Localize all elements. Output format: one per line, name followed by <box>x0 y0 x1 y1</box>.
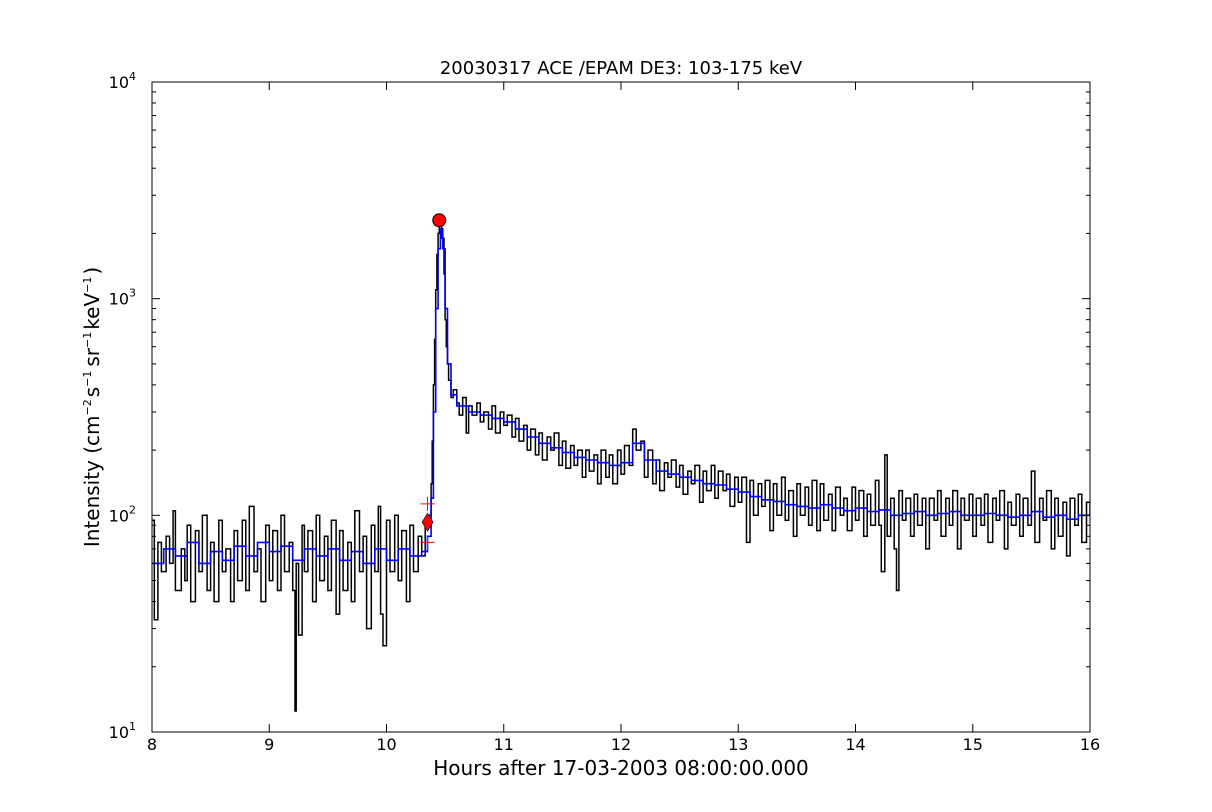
x-tick-label: 14 <box>845 735 865 754</box>
chart-title: 20030317 ACE /EPAM DE3: 103-175 keV <box>440 58 803 79</box>
y-tick-exponent: 1 <box>129 720 136 733</box>
x-tick-label: 15 <box>963 735 983 754</box>
plot-frame <box>151 81 1091 733</box>
y-tick-exponent: 2 <box>129 503 136 516</box>
y-label-kev: keV <box>80 293 104 330</box>
x-tick-label: 13 <box>728 735 748 754</box>
x-tick-label: 12 <box>611 735 631 754</box>
y-label-exp4: −1 <box>81 277 94 293</box>
y-label-suffix: ) <box>80 267 104 275</box>
peak-circle <box>432 213 447 228</box>
y-label-s: s <box>80 387 104 397</box>
x-tick-labels: 8 9 10 11 12 13 14 15 16 <box>147 735 1100 754</box>
onset-error-bottom <box>420 535 435 550</box>
y-tick-exponent: 3 <box>129 287 136 300</box>
y-label-sr: sr <box>80 347 104 366</box>
series-line-smoothed <box>152 228 1090 565</box>
y-tick-exponent: 4 <box>129 70 136 83</box>
marker-layer <box>420 213 447 550</box>
plot-area <box>152 213 1090 712</box>
onset-diamond <box>421 512 434 532</box>
x-axis-label: Hours after 17-03-2003 08:00:00.000 <box>433 756 809 780</box>
x-tick-label: 10 <box>376 735 396 754</box>
x-tick-label: 8 <box>147 735 157 754</box>
y-label-exp3: −1 <box>81 332 94 348</box>
y-label-exp1: −2 <box>81 399 94 415</box>
series-layer <box>152 221 1090 712</box>
x-tick-label: 9 <box>264 735 274 754</box>
x-tick-label: 11 <box>494 735 514 754</box>
y-axis-label: Intensity (cm−2s−1sr−1keV−1) <box>80 267 104 547</box>
x-tick-label: 16 <box>1080 735 1100 754</box>
y-label-prefix: Intensity (cm <box>80 415 104 547</box>
series-line-raw <box>152 221 1090 712</box>
y-label-exp2: −1 <box>81 371 94 387</box>
onset-error-top <box>420 496 435 511</box>
